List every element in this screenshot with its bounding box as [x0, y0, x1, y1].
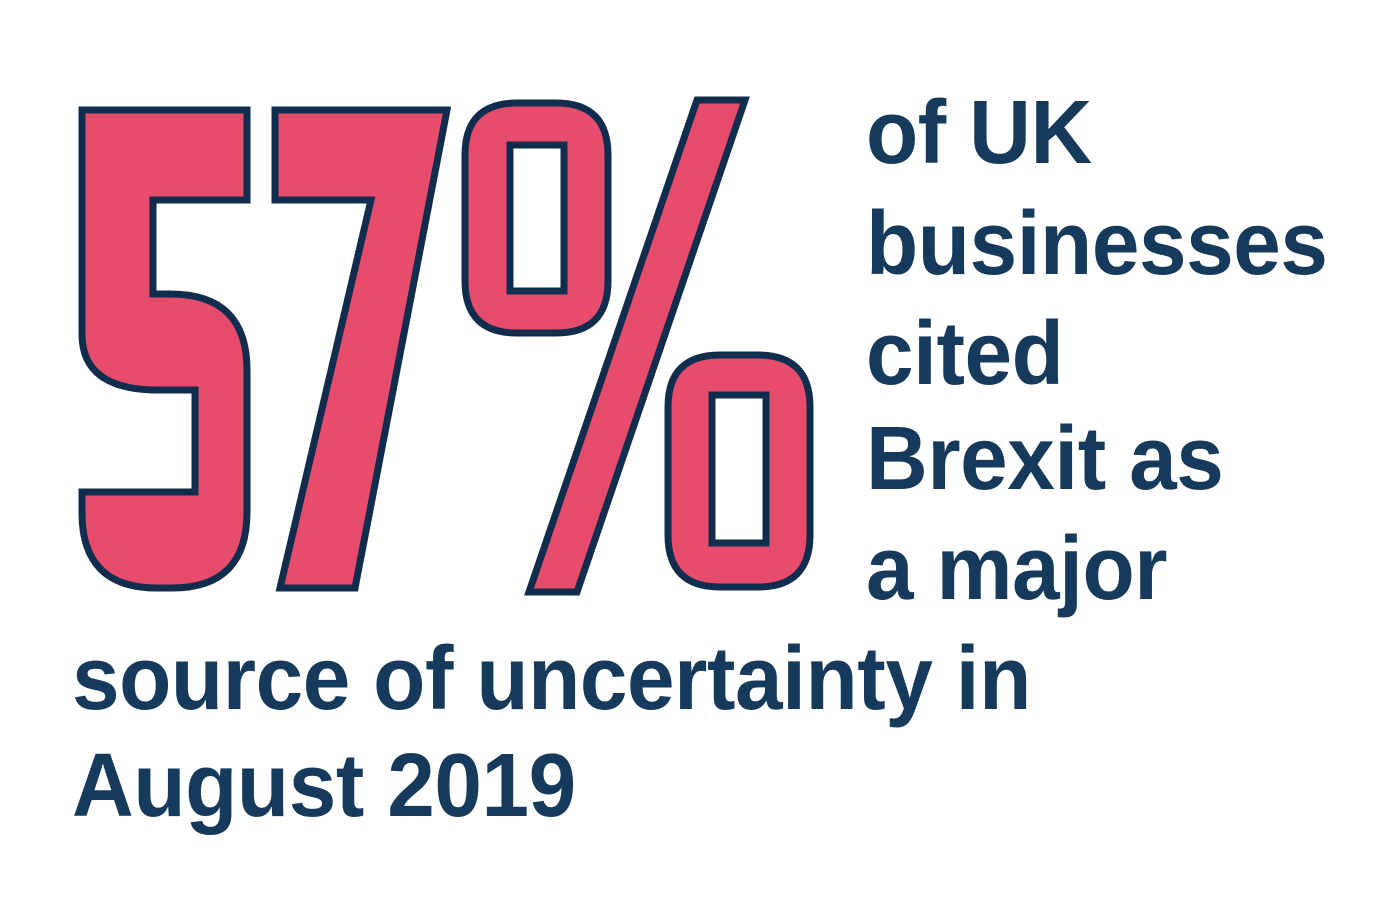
digit-5-shape — [78, 106, 251, 592]
stat-description-line-3: cited — [866, 304, 1064, 404]
percent-top-o-shape — [461, 99, 612, 337]
stat-description-line-5: a major — [866, 519, 1168, 619]
stat-description-line-1: of UK — [866, 83, 1092, 183]
digit-7-shape — [271, 106, 452, 592]
percent-bottom-o-shape — [664, 351, 814, 591]
stat-description-line-6: source of uncertainty in — [72, 629, 1031, 729]
stat-description-line-4: Brexit as — [866, 409, 1224, 509]
stat-description-line-2: businesses — [866, 194, 1328, 294]
stat-description-line-7: August 2019 — [72, 736, 576, 836]
percent-slash-shape — [524, 96, 750, 596]
